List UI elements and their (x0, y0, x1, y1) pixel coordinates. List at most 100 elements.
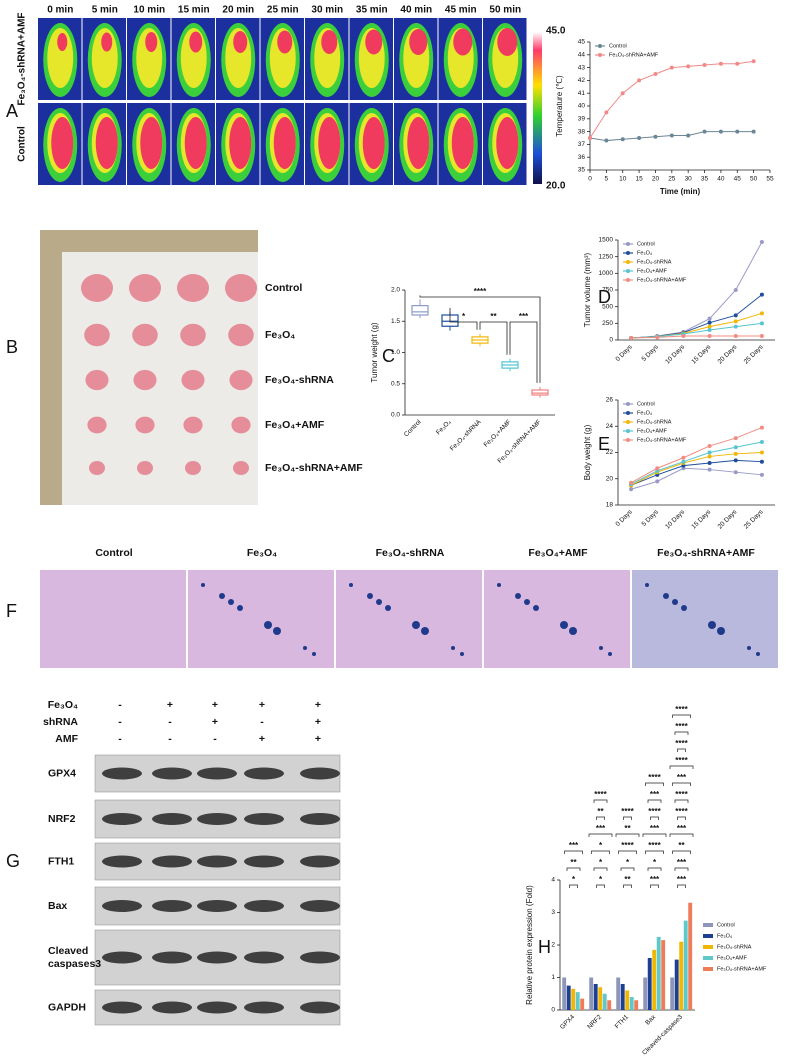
point (759, 292, 764, 297)
y-tick-label: 35 (578, 167, 586, 174)
legend-label: Fe₃O₄ (717, 933, 733, 939)
tumor (180, 323, 206, 347)
x-tick-label: 25 (668, 176, 676, 183)
tumor (185, 461, 201, 475)
point (733, 334, 738, 338)
x-tick-label: Fe₃O₄-shRNA (449, 418, 483, 452)
y-tick-label: 2.0 (391, 287, 400, 294)
significance: *** (596, 824, 606, 833)
thermal-hot (189, 31, 203, 53)
stain (533, 605, 539, 611)
panel-label: F (6, 601, 17, 621)
bracket (593, 867, 608, 871)
colorbar (533, 32, 542, 184)
bracket (645, 850, 664, 854)
y-tick-label: 24 (606, 423, 614, 430)
legend-marker (598, 44, 602, 48)
point (733, 288, 738, 292)
y-axis-title: Tumor volume (mm³) (583, 252, 592, 327)
x-tick-label: 20 (652, 176, 660, 183)
legend-marker (626, 411, 630, 415)
series-line (630, 452, 762, 486)
bracket (620, 867, 635, 871)
ruler (40, 230, 258, 252)
y-tick-label: 40 (578, 103, 586, 110)
panel-label: G (6, 851, 20, 871)
point (759, 472, 764, 477)
legend-label: Fe₃O₄-shRNA (717, 944, 752, 950)
bar (688, 902, 693, 1010)
y-tick-label: 0.0 (391, 412, 400, 419)
box (411, 305, 429, 316)
x-tick-label: 20 Days (717, 343, 739, 365)
bar (625, 990, 630, 1010)
stain (756, 652, 760, 656)
bar (562, 977, 567, 1010)
y-tick-label: 36 (578, 154, 586, 161)
tumor (229, 369, 253, 391)
y-tick-label: 2 (551, 942, 555, 949)
point (707, 467, 712, 472)
tumor (132, 323, 158, 347)
significance: * (572, 875, 576, 884)
band (152, 951, 192, 964)
x-tick-label: 40 (717, 176, 725, 183)
tumor (181, 369, 205, 391)
stain (349, 583, 353, 587)
bar (566, 985, 571, 1010)
point (629, 336, 634, 340)
point (655, 466, 660, 471)
x-tick-label: 10 Days (664, 508, 686, 530)
sign: + (259, 733, 265, 745)
bracket (623, 816, 632, 820)
legend-swatch (703, 923, 713, 927)
panel-label: H (538, 937, 551, 957)
thermal-hot (101, 32, 113, 52)
x-tick-label: Control (403, 418, 423, 438)
significance: *** (519, 312, 529, 321)
sign: - (168, 733, 172, 745)
x-tick-label: 45 (734, 176, 742, 183)
time-label: 0 min (47, 5, 73, 16)
panel-label: B (6, 337, 18, 357)
x-tick-label: 20 Days (717, 508, 739, 530)
point (629, 480, 634, 485)
series-line (631, 322, 762, 339)
point (588, 136, 592, 140)
point (653, 134, 658, 139)
sign: - (213, 733, 217, 745)
legend-marker (626, 402, 630, 406)
x-tick-label: 25 Days (743, 508, 765, 530)
y-tick-label: 0 (551, 1007, 555, 1014)
stain (560, 621, 568, 629)
bracket (596, 816, 605, 820)
tumor (81, 274, 113, 302)
legend-marker (626, 260, 630, 264)
stain (717, 627, 725, 635)
thermal-hot (184, 117, 207, 169)
stain (663, 593, 669, 599)
x-tick-label: Fe₃O₄+AMF (483, 419, 513, 449)
point (733, 445, 738, 450)
thermal-hot (95, 117, 118, 169)
series-line (630, 459, 762, 486)
histology-label: Fe₃O₄-shRNA (376, 547, 445, 559)
bracket (674, 867, 689, 871)
stain (747, 646, 751, 650)
point (733, 451, 738, 456)
bracket (591, 850, 610, 854)
stain (412, 621, 420, 629)
series-line (630, 441, 763, 485)
sign: - (118, 733, 122, 745)
point (759, 240, 764, 244)
bracket (479, 321, 508, 355)
legend-label: Fe₃O₄ (637, 250, 653, 256)
y-tick-label: 18 (606, 502, 614, 509)
tumor (129, 274, 161, 302)
x-tick-label: 55 (766, 176, 774, 183)
significance: * (599, 858, 603, 867)
x-tick-label: 5 (605, 176, 609, 183)
band (300, 951, 340, 964)
band (102, 767, 142, 780)
y-tick-label: 39 (578, 116, 586, 123)
